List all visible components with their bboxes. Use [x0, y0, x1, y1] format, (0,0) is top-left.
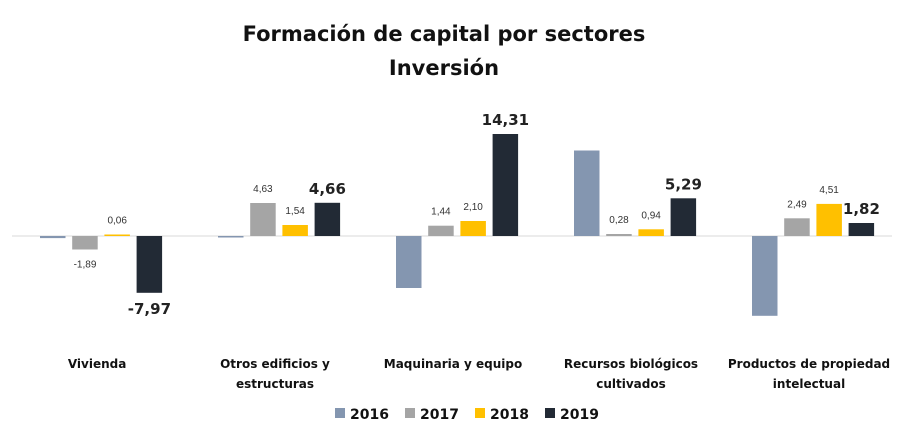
bar-2018-2 [460, 221, 486, 236]
bar-2016-3 [574, 150, 600, 236]
legend-swatch-2018 [475, 408, 485, 418]
data-labels-layer: -1,89 0,06 -7,97 4,63 1,54 4,66 1,44 2,10 14,31 0… [74, 111, 880, 318]
category-label-4-1: intelectual [773, 377, 845, 391]
data-label-2017-3: 0,28 [609, 215, 629, 226]
data-label-2019-1: 4,66 [309, 180, 346, 198]
category-labels-layer: Vivienda Otros edificios y estructuras Maqu… [68, 357, 890, 391]
bar-2017-0 [72, 236, 98, 250]
legend-swatch-2016 [335, 408, 345, 418]
bar-2019-3 [670, 198, 697, 236]
category-label-3-0: Recursos biológicos [564, 357, 698, 371]
category-label-1-0: Otros edificios y [220, 357, 330, 371]
data-label-2017-0: -1,89 [74, 260, 97, 271]
data-label-2018-0: 0,06 [107, 216, 127, 227]
data-label-2018-3: 0,94 [641, 210, 661, 221]
bar-2018-4 [816, 203, 842, 236]
data-label-2018-2: 2,10 [463, 202, 483, 213]
data-label-2019-4: 1,82 [843, 200, 880, 218]
legend-label-2019: 2019 [560, 407, 599, 423]
bar-2017-4 [784, 218, 810, 236]
category-label-2-0: Maquinaria y equipo [384, 357, 522, 371]
legend-label-2018: 2018 [490, 407, 529, 423]
legend-label-2016: 2016 [350, 407, 389, 423]
bar-2019-2 [492, 134, 519, 236]
category-label-0-0: Vivienda [68, 357, 127, 371]
bar-2018-1 [282, 225, 308, 236]
data-label-2019-0: -7,97 [128, 300, 171, 318]
bar-2017-1 [250, 203, 276, 236]
data-label-2017-1: 4,63 [253, 184, 273, 195]
bar-2018-3 [638, 229, 664, 236]
category-label-3-1: cultivados [596, 377, 666, 391]
data-label-2017-4: 2,49 [787, 199, 807, 210]
chart-subtitle: Inversión [389, 56, 499, 80]
bar-2019-4 [848, 223, 875, 236]
data-label-2018-4: 4,51 [819, 185, 839, 196]
legend-swatch-2017 [405, 408, 415, 418]
bar-2019-0 [136, 236, 163, 293]
category-label-4-0: Productos de propiedad [728, 357, 890, 371]
bar-2016-4 [752, 236, 778, 316]
bar-2019-1 [314, 202, 341, 236]
bar-2016-0 [40, 236, 66, 239]
chart-title: Formación de capital por sectores [243, 22, 646, 46]
legend-label-2017: 2017 [420, 407, 459, 423]
legend: 2016 2017 2018 2019 [335, 407, 599, 423]
bar-2017-3 [606, 234, 632, 236]
legend-swatch-2019 [545, 408, 555, 418]
data-label-2018-1: 1,54 [285, 206, 305, 217]
bar-2017-2 [428, 225, 454, 236]
bars-layer [40, 134, 875, 316]
category-label-1-1: estructuras [236, 377, 314, 391]
bar-2018-0 [104, 234, 130, 236]
data-label-2019-3: 5,29 [665, 175, 702, 193]
bar-2016-2 [396, 236, 422, 288]
bar-2016-1 [218, 236, 244, 238]
data-label-2019-2: 14,31 [482, 111, 529, 129]
data-label-2017-2: 1,44 [431, 207, 451, 218]
